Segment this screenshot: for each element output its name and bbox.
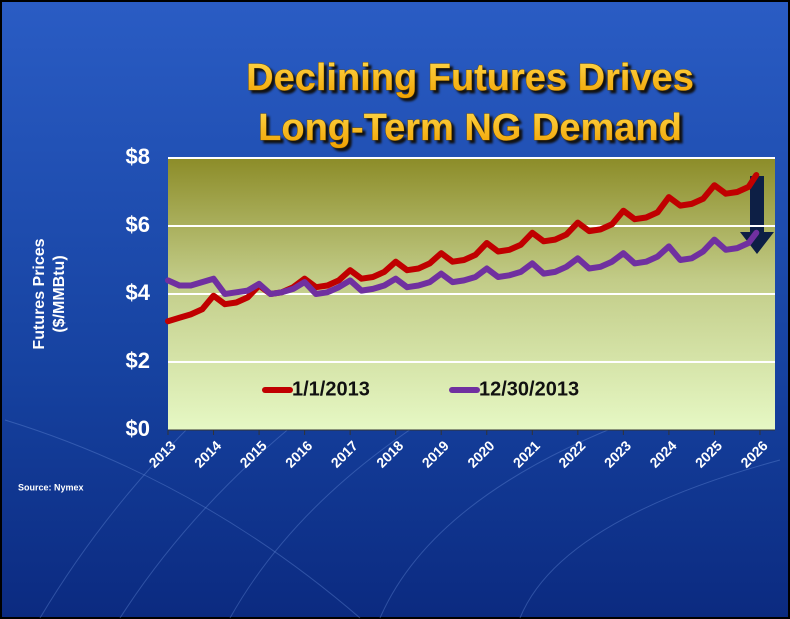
y-tick-label: $4 xyxy=(126,280,151,305)
legend-label: 1/1/2013 xyxy=(292,378,370,400)
y-tick-label: $0 xyxy=(126,416,150,441)
down-arrow xyxy=(740,176,774,254)
y-axis-label: Futures Prices ($/MMBtu) xyxy=(31,238,68,349)
title: Declining Futures Drives Long-Term NG De… xyxy=(246,57,694,150)
series-line xyxy=(165,229,760,297)
source: Source: Nymex xyxy=(18,482,84,492)
y-tick-label: $8 xyxy=(126,144,150,169)
title-line: Declining Futures Drives xyxy=(246,57,694,99)
y-tick-label: $2 xyxy=(126,348,150,373)
legend-label: 12/30/2013 xyxy=(479,378,579,400)
y-axis-label-line: Futures Prices xyxy=(31,238,48,349)
y-tick-label: $6 xyxy=(126,212,150,237)
y-axis-label-line: ($/MMBtu) xyxy=(51,255,68,332)
title-line: Long-Term NG Demand xyxy=(258,107,682,149)
